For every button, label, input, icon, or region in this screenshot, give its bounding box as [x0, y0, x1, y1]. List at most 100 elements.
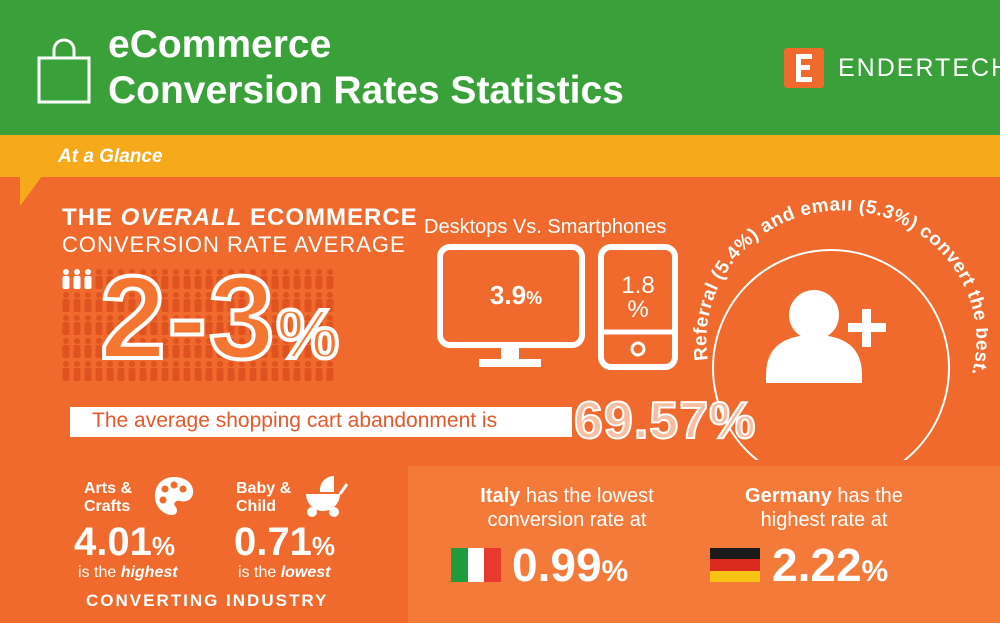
person-figure — [62, 269, 70, 289]
person-figure — [304, 338, 312, 358]
person-figure — [227, 292, 235, 312]
person-figure — [315, 292, 323, 312]
person-figure — [139, 292, 147, 312]
person-figure — [150, 269, 158, 289]
person-figure — [62, 292, 70, 312]
person-figure — [205, 338, 213, 358]
person-figure — [227, 315, 235, 335]
baby-note-em: lowest — [280, 564, 331, 581]
overall-pre: THE — [62, 204, 121, 231]
baby-label-1: Baby & — [236, 480, 292, 497]
overall-heading-line-2: CONVERSION RATE AVERAGE — [62, 232, 406, 257]
arts-note-em: highest — [120, 564, 178, 581]
germany-unit: % — [861, 555, 889, 588]
person-figure — [249, 292, 257, 312]
person-figure — [128, 292, 136, 312]
person-figure — [117, 361, 125, 381]
overall-em: OVERALL — [120, 204, 243, 231]
person-figure — [282, 292, 290, 312]
person-figure — [260, 361, 268, 381]
person-figure — [161, 292, 169, 312]
person-figure — [205, 269, 213, 289]
palette-icon — [152, 474, 196, 523]
person-figure — [73, 269, 81, 289]
desktop-number: 3.9 — [489, 280, 527, 310]
arts-note-pre: is the — [78, 564, 121, 581]
glance-bar-tail — [20, 176, 42, 206]
person-figure — [304, 315, 312, 335]
person-figure — [293, 338, 301, 358]
person-figure — [84, 338, 92, 358]
person-figure — [238, 292, 246, 312]
person-figure — [194, 315, 202, 335]
person-figure — [315, 315, 323, 335]
person-figure — [315, 338, 323, 358]
person-figure — [271, 338, 279, 358]
person-figure — [139, 269, 147, 289]
person-figure — [150, 338, 158, 358]
title-line-1: eCommerce — [108, 23, 332, 66]
brand-name: ENDERTECH — [838, 53, 1000, 82]
title-line-2: Conversion Rates Statistics — [108, 69, 624, 112]
person-figure — [73, 315, 81, 335]
add-user-icon — [766, 290, 886, 383]
person-figure — [249, 361, 257, 381]
desktop-value: 3.9% — [461, 280, 571, 311]
baby-note: is the lowest — [238, 564, 330, 582]
people-crowd-icon — [60, 266, 360, 391]
person-figure — [128, 338, 136, 358]
person-figure — [326, 315, 334, 335]
person-figure — [73, 292, 81, 312]
person-figure — [95, 315, 103, 335]
person-figure — [249, 269, 257, 289]
person-figure — [315, 361, 323, 381]
person-figure — [194, 361, 202, 381]
stroller-icon — [300, 472, 350, 523]
person-figure — [172, 361, 180, 381]
person-figure — [260, 269, 268, 289]
glance-bar — [0, 135, 1000, 177]
germany-value: 2.22% — [772, 541, 888, 596]
person-figure — [128, 315, 136, 335]
person-figure — [62, 315, 70, 335]
person-figure — [304, 292, 312, 312]
person-figure — [205, 361, 213, 381]
person-figure — [62, 338, 70, 358]
person-figure — [161, 269, 169, 289]
baby-unit: % — [311, 531, 335, 561]
person-figure — [227, 269, 235, 289]
page-title: eCommerce Conversion Rates Statistics — [108, 22, 624, 114]
person-figure — [139, 361, 147, 381]
overall-rate-number: 2-3 — [98, 252, 277, 384]
italy-number: 0.99 — [512, 539, 602, 591]
person-figure — [216, 269, 224, 289]
brand-logo: ENDERTECH — [784, 48, 1000, 88]
arts-value: 4.01% — [74, 521, 175, 567]
person-figure — [315, 269, 323, 289]
person-figure — [128, 269, 136, 289]
person-figure — [304, 361, 312, 381]
baby-label-2: Child — [236, 498, 276, 515]
italy-value: 0.99% — [512, 541, 628, 596]
person-figure — [238, 338, 246, 358]
baby-number: 0.71 — [234, 520, 312, 564]
person-figure — [238, 315, 246, 335]
person-figure — [216, 315, 224, 335]
person-figure — [227, 338, 235, 358]
germany-line-1: has the — [831, 485, 903, 507]
abandonment-unit: % — [708, 392, 757, 450]
arts-label-2: Crafts — [84, 498, 131, 515]
person-figure — [139, 315, 147, 335]
person-figure — [150, 361, 158, 381]
person-figure — [326, 338, 334, 358]
person-figure — [304, 269, 312, 289]
person-figure — [326, 361, 334, 381]
baby-value: 0.71% — [234, 521, 335, 567]
germany-name: Germany — [745, 485, 832, 507]
germany-line-2: highest rate at — [760, 509, 888, 531]
person-figure — [260, 315, 268, 335]
person-figure — [150, 315, 158, 335]
person-figure — [95, 361, 103, 381]
shopping-bag-icon — [36, 38, 92, 111]
person-figure — [249, 315, 257, 335]
